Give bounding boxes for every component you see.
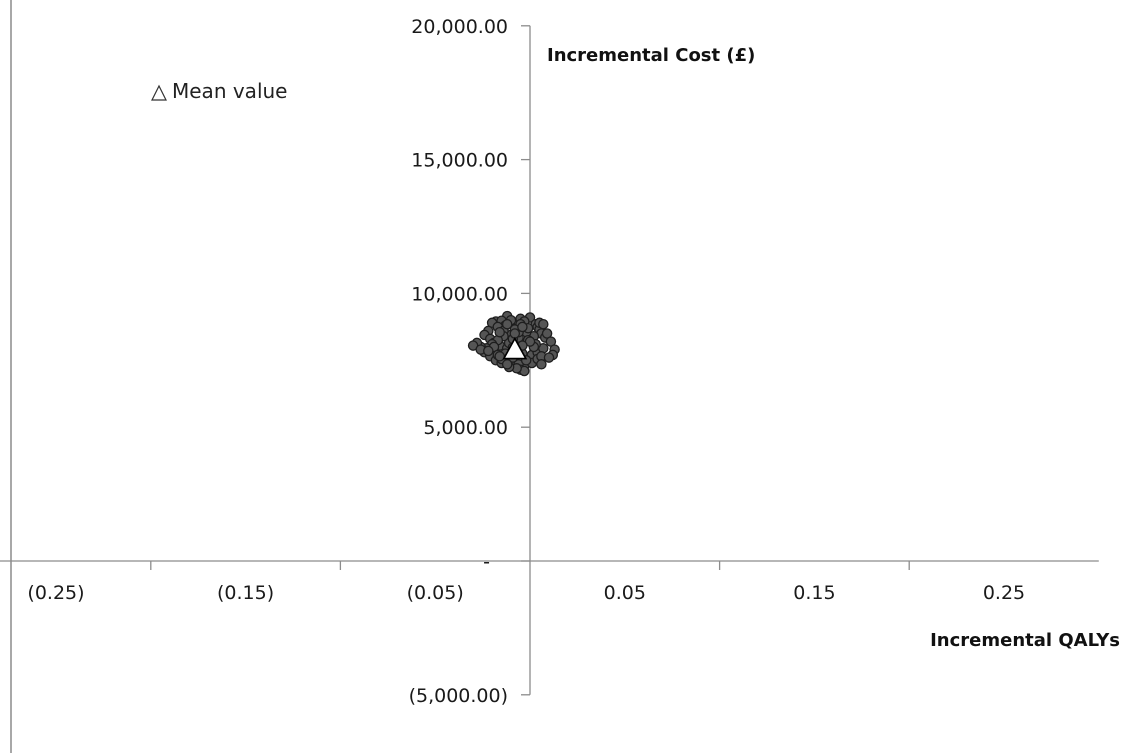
mean-value-marker [502, 336, 528, 360]
legend-triangle-icon [151, 84, 167, 101]
scatter-point [509, 328, 521, 339]
scatter-point [501, 318, 513, 330]
x-axis-title: Incremental QALYs [930, 630, 1120, 651]
scatter-point [538, 318, 549, 330]
y-tick-label: - [483, 551, 490, 573]
x-tick-label: (0.05) [407, 582, 464, 604]
legend: Mean value [151, 79, 287, 103]
legend-label: Mean value [172, 79, 287, 103]
y-tick-label: 10,000.00 [411, 283, 508, 305]
y-tick-label: 20,000.00 [411, 16, 508, 38]
scatter-point [536, 359, 547, 370]
x-tick-label: 0.15 [793, 582, 835, 604]
scatter-point [517, 321, 528, 333]
x-tick-label: 0.25 [983, 582, 1025, 604]
y-tick-label: 15,000.00 [411, 150, 508, 172]
scatter-point [483, 345, 494, 357]
x-tick-label: (0.25) [27, 582, 84, 604]
x-tick-label: (0.15) [217, 582, 274, 604]
plot-area: (0.25) (0.15) (0.05) 0.05 0.15 0.25 20,000.00 1… [0, 16, 1099, 707]
scatter-point [501, 359, 513, 370]
mean-marker-group [502, 336, 528, 360]
scatter-point [543, 352, 555, 363]
y-tick-label: 5,000.00 [423, 417, 508, 439]
x-tick-label: 0.05 [604, 582, 646, 604]
scatter-point [494, 326, 505, 338]
y-axis-title: Incremental Cost (£) [547, 45, 755, 66]
axes: (0.25) (0.15) (0.05) 0.05 0.15 0.25 20,000.00 1… [0, 16, 1099, 707]
y-tick-label: (5,000.00) [409, 685, 508, 707]
scatter-point [494, 351, 505, 362]
